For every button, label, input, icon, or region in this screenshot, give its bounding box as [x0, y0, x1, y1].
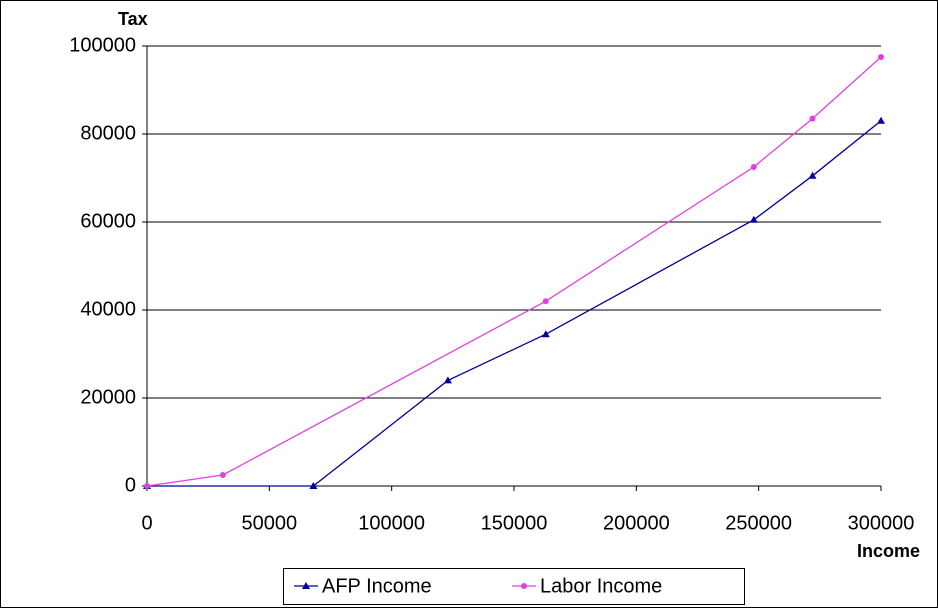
legend-marker [302, 582, 310, 589]
data-point [878, 54, 884, 60]
data-point [541, 330, 550, 338]
y-tick-label: 80000 [80, 122, 136, 144]
data-point [808, 171, 817, 179]
y-axis-label: Tax [118, 9, 148, 29]
legend-label: Labor Income [540, 575, 662, 597]
data-point [219, 472, 226, 478]
y-tick-label: 0 [125, 474, 136, 496]
data-point [749, 215, 758, 223]
y-tick-label: 40000 [80, 298, 136, 320]
data-point [309, 482, 318, 489]
x-tick-label: 200000 [603, 512, 670, 534]
legend-label: AFP Income [322, 575, 432, 597]
x-tick-label: 250000 [725, 512, 792, 534]
x-tick-label: 150000 [481, 512, 548, 534]
series-line [146, 56, 882, 487]
data-point [809, 115, 816, 122]
data-point [877, 116, 885, 124]
y-tick-label: 20000 [80, 386, 136, 408]
y-tick-label: 60000 [80, 210, 136, 232]
data-point [144, 483, 150, 489]
data-point [443, 376, 452, 384]
x-axis-label: Income [857, 541, 920, 561]
x-tick-label: 50000 [242, 512, 298, 534]
data-point [542, 298, 549, 305]
legend-marker [521, 583, 527, 589]
data-point [750, 164, 757, 170]
x-tick-label: 100000 [358, 512, 425, 534]
y-tick-label: 100000 [69, 34, 136, 56]
x-tick-label: 0 [141, 512, 152, 534]
x-tick-label: 300000 [848, 512, 915, 534]
